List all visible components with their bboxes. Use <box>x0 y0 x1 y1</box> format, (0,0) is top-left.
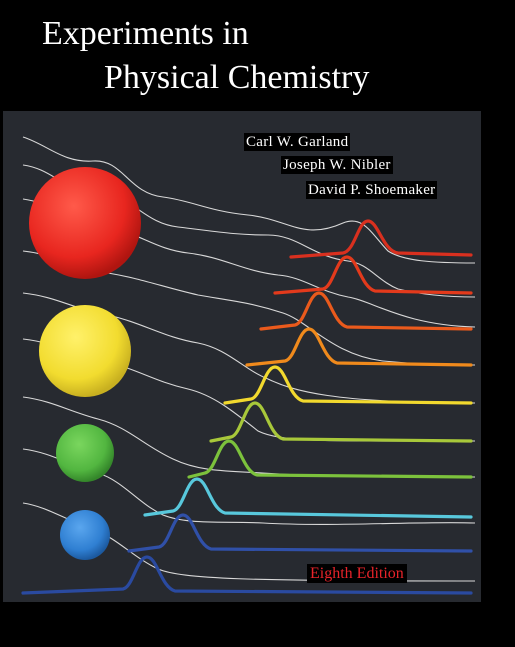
edition-label: Eighth Edition <box>307 564 407 583</box>
peak-blue <box>127 513 473 553</box>
blue-sphere <box>60 510 110 560</box>
peak-yellow <box>223 365 473 405</box>
author-1: Carl W. Garland <box>244 133 351 151</box>
green-sphere <box>56 424 114 482</box>
wave-line-1 <box>22 136 476 264</box>
title-line-2: Physical Chemistry <box>104 59 370 96</box>
peak-cyan <box>143 477 473 519</box>
peak-red-2 <box>273 255 473 295</box>
peak-dark-blue <box>21 555 473 595</box>
author-3: David P. Shoemaker <box>306 181 438 199</box>
author-2: Joseph W. Nibler <box>281 156 393 174</box>
cover-illustration <box>21 136 476 595</box>
peak-orange <box>245 327 473 367</box>
peak-orange-red <box>259 291 473 331</box>
peak-green <box>187 439 473 479</box>
peak-red-1 <box>289 219 473 259</box>
peak-yellow-green <box>209 401 473 443</box>
yellow-sphere <box>39 305 131 397</box>
spectral-peaks <box>21 219 473 595</box>
red-sphere <box>29 167 141 279</box>
title-line-1: Experiments in <box>42 15 249 52</box>
